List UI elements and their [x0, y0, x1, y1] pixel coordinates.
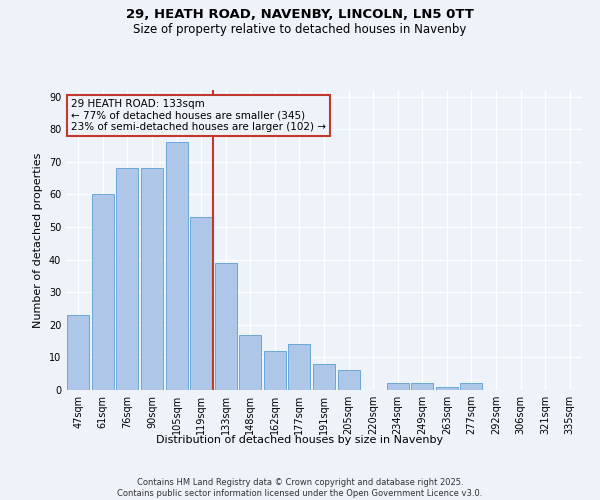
Bar: [239, 334, 262, 390]
Text: Distribution of detached houses by size in Navenby: Distribution of detached houses by size …: [157, 435, 443, 445]
Text: Size of property relative to detached houses in Navenby: Size of property relative to detached ho…: [133, 22, 467, 36]
Y-axis label: Number of detached properties: Number of detached properties: [33, 152, 43, 328]
Bar: [141, 168, 163, 390]
Bar: [67, 315, 89, 390]
Bar: [166, 142, 188, 390]
Bar: [215, 263, 237, 390]
Bar: [92, 194, 114, 390]
Bar: [116, 168, 139, 390]
Bar: [460, 384, 482, 390]
Bar: [190, 217, 212, 390]
Text: Contains HM Land Registry data © Crown copyright and database right 2025.
Contai: Contains HM Land Registry data © Crown c…: [118, 478, 482, 498]
Bar: [386, 384, 409, 390]
Text: 29, HEATH ROAD, NAVENBY, LINCOLN, LN5 0TT: 29, HEATH ROAD, NAVENBY, LINCOLN, LN5 0T…: [126, 8, 474, 20]
Bar: [264, 351, 286, 390]
Bar: [436, 386, 458, 390]
Bar: [313, 364, 335, 390]
Bar: [338, 370, 359, 390]
Bar: [411, 384, 433, 390]
Text: 29 HEATH ROAD: 133sqm
← 77% of detached houses are smaller (345)
23% of semi-det: 29 HEATH ROAD: 133sqm ← 77% of detached …: [71, 99, 326, 132]
Bar: [289, 344, 310, 390]
